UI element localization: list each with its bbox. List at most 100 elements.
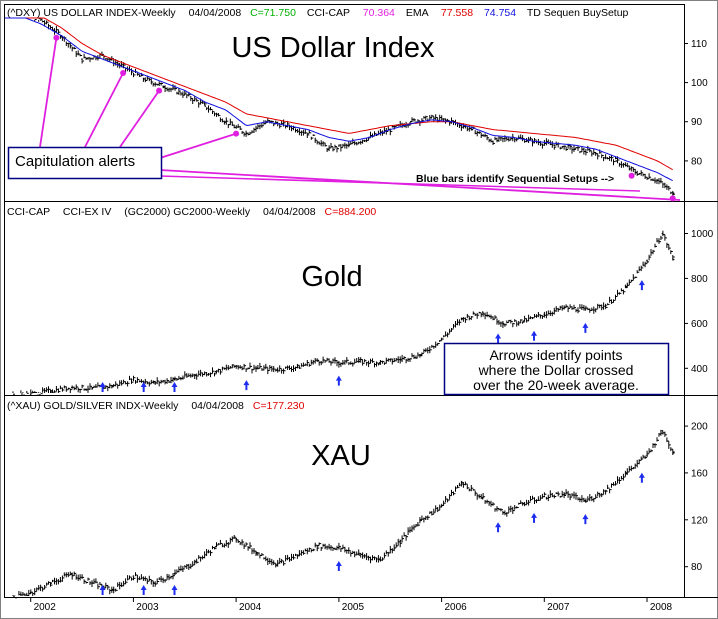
capitulation-callout-text: Capitulation alerts xyxy=(15,153,135,170)
xau-panel xyxy=(12,429,675,599)
dxy-data-point xyxy=(615,160,617,162)
gold-data-point xyxy=(584,309,587,311)
dxy-y-tick-label: 110 xyxy=(691,39,707,50)
gold-crossover-arrow xyxy=(582,322,589,333)
dxy-data-point xyxy=(672,192,675,194)
dxy-header: (^DXY) US DOLLAR INDEX-Weekly 04/04/2008… xyxy=(7,7,629,19)
capitulation-alert-dot xyxy=(53,34,60,41)
gold-data-point xyxy=(29,393,32,395)
gold-note-line-2: where the Dollar crossed xyxy=(478,362,634,378)
gold-y-tick-label: 1000 xyxy=(691,229,714,240)
dxy-y-tick-label: 80 xyxy=(691,156,703,167)
dxy-y-tick-label: 90 xyxy=(691,117,703,128)
xau-header: (^XAU) GOLD/SILVER INDX-Weekly 04/04/200… xyxy=(7,400,305,412)
dxy-panel xyxy=(5,17,681,202)
xau-crossover-arrow xyxy=(171,585,178,595)
dxy-td-value: 74.754 xyxy=(484,7,516,19)
xau-symbol: (^XAU) GOLD/SILVER INDX-Weekly xyxy=(7,400,179,412)
dxy-support-line-2 xyxy=(159,175,641,192)
gold-panel xyxy=(12,230,675,396)
dxy-td-label: TD Sequen BuySetup xyxy=(527,7,629,19)
xau-crossover-arrow xyxy=(99,585,106,595)
dxy-close: C=71.750 xyxy=(250,7,296,19)
xau-price-bars xyxy=(12,429,675,599)
gold-ccix-label: CCI-EX IV xyxy=(63,206,111,218)
gold-title: Gold xyxy=(301,261,362,293)
dxy-data-point xyxy=(81,58,83,60)
capitulation-alert-line xyxy=(84,72,124,148)
gold-crossover-arrow xyxy=(243,380,250,391)
dxy-ema-value: 77.558 xyxy=(441,7,473,19)
dxy-support-line xyxy=(159,169,681,201)
gold-cci-label: CCI-CAP xyxy=(7,206,50,218)
dxy-cci-value: 70.364 xyxy=(363,7,395,19)
xau-data-point xyxy=(661,430,664,432)
gold-note-line-1: Arrows identify points xyxy=(489,347,622,363)
capitulation-alert-dot xyxy=(156,87,163,94)
capitulation-alert-line xyxy=(39,37,58,148)
gold-note-line-3: over the 20-week average. xyxy=(473,377,639,393)
gold-data-point xyxy=(672,258,675,261)
x-tick-label: 2002 xyxy=(34,602,57,613)
dxy-symbol: (^DXY) US DOLLAR INDEX-Weekly xyxy=(7,7,176,19)
gold-crossover-arrow xyxy=(99,382,106,392)
x-tick-label: 2006 xyxy=(444,602,467,613)
xau-date: 04/04/2008 xyxy=(191,400,244,412)
gold-crossover-arrow xyxy=(495,333,502,344)
dxy-title: US Dollar Index xyxy=(231,32,435,64)
gold-header: CCI-CAP CCI-EX IV (GC2000) GC2000-Weekly… xyxy=(7,206,376,218)
dxy-date: 04/04/2008 xyxy=(189,7,242,19)
x-tick-label: 2004 xyxy=(239,602,262,613)
dxy-data-point xyxy=(204,105,207,107)
xau-y-tick-label: 160 xyxy=(691,468,708,479)
dxy-ema-label: EMA xyxy=(406,7,429,19)
gold-crossover-arrow xyxy=(335,375,342,386)
xau-crossover-arrow xyxy=(531,512,538,523)
dxy-y-tick-label: 100 xyxy=(691,78,708,89)
xau-data-point xyxy=(672,452,675,454)
capitulation-alert-dot xyxy=(233,130,240,137)
xau-data-point xyxy=(132,575,135,577)
gold-crossover-arrow xyxy=(171,382,178,392)
setup-note: Blue bars identify Sequential Setups --> xyxy=(416,173,614,185)
dxy-overlay-td-sequen-buysetup xyxy=(5,17,673,182)
gold-crossover-arrow xyxy=(531,330,538,341)
xau-crossover-arrow xyxy=(638,472,645,483)
x-tick-label: 2005 xyxy=(342,602,365,613)
x-tick-label: 2007 xyxy=(547,602,570,613)
x-tick-label: 2003 xyxy=(136,602,159,613)
capitulation-alert-dot xyxy=(628,172,635,179)
xau-crossover-arrow xyxy=(335,560,342,571)
gold-date: 04/04/2008 xyxy=(263,206,316,218)
dxy-data-point xyxy=(307,132,309,135)
gold-price-bars xyxy=(12,230,675,396)
dxy-data-point xyxy=(471,128,474,131)
xau-y-tick-label: 80 xyxy=(691,562,703,573)
xau-crossover-arrow xyxy=(140,585,147,595)
gold-symbol: (GC2000) GC2000-Weekly xyxy=(124,206,251,218)
gold-y-tick-label: 400 xyxy=(691,364,708,375)
xau-title: XAU xyxy=(311,440,371,472)
gold-y-tick-label: 800 xyxy=(691,274,708,285)
gold-data-point xyxy=(481,311,484,313)
gold-close: C=884.200 xyxy=(325,206,377,218)
gold-crossover-arrow xyxy=(140,382,147,392)
xau-close: C=177.230 xyxy=(253,400,305,412)
xau-y-tick-label: 200 xyxy=(691,422,708,433)
gold-crossover-arrow xyxy=(638,280,645,291)
xau-data-point xyxy=(481,497,484,500)
gold-note-box xyxy=(443,342,670,396)
dxy-cci-label: CCI-CAP xyxy=(307,7,350,19)
capitulation-callout-box xyxy=(7,146,163,180)
xau-crossover-arrow xyxy=(582,514,589,525)
xau-crossover-arrow xyxy=(495,522,502,533)
capitulation-alert-line xyxy=(159,132,237,159)
gold-y-tick-label: 600 xyxy=(691,319,708,330)
x-tick-label: 2008 xyxy=(650,602,673,613)
xau-y-tick-label: 120 xyxy=(691,515,708,526)
capitulation-alert-line xyxy=(119,90,160,148)
capitulation-alert-dot xyxy=(120,70,127,76)
